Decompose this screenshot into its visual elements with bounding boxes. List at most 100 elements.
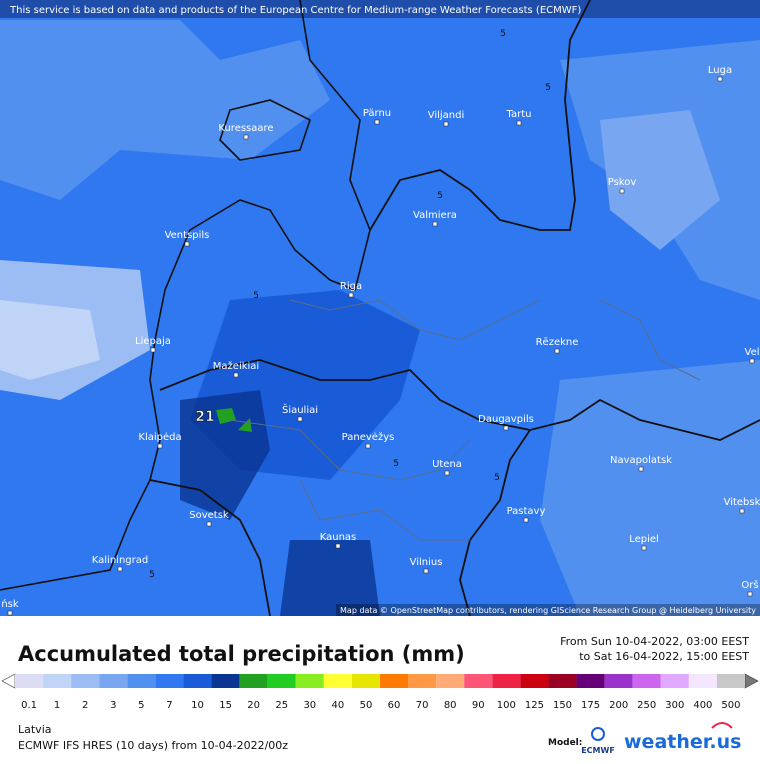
city-dot	[206, 521, 212, 527]
legend-swatch	[239, 674, 268, 688]
city-label: Daugavpils	[478, 414, 534, 425]
contour-label: 5	[545, 83, 551, 93]
legend-swatch	[183, 674, 212, 688]
city-label: Valmiera	[413, 210, 457, 221]
city-dot	[157, 443, 163, 449]
city-label: Riga	[340, 281, 362, 292]
legend-label: 20	[247, 700, 260, 711]
legend-label: 0.1	[21, 700, 37, 711]
legend-swatch	[99, 674, 128, 688]
region: Latvia	[18, 723, 52, 736]
legend-swatch	[15, 674, 44, 688]
contour-label: 5	[253, 291, 259, 301]
legend-swatch	[632, 674, 661, 688]
city-label: Utena	[432, 459, 462, 470]
legend-label: 25	[275, 700, 288, 711]
legend-swatch	[548, 674, 577, 688]
legend-swatch	[155, 674, 184, 688]
legend-swatch	[688, 674, 717, 688]
legend-swatch	[604, 674, 633, 688]
country-border	[149, 0, 760, 617]
legend-label: 70	[416, 700, 429, 711]
precip-area	[0, 300, 100, 380]
model-caption: Model:	[548, 738, 582, 748]
legend-label: 40	[332, 700, 345, 711]
city-label: Viljandi	[428, 110, 465, 121]
legend-label: 100	[497, 700, 516, 711]
contour-label: 5	[500, 29, 506, 39]
contour-label: 5	[149, 570, 155, 580]
notice: This service is based on data and produc…	[9, 5, 581, 16]
legend-swatch	[127, 674, 156, 688]
map-labels: Luga Kuressaare Pärnu Viljandi Tartu Pskov Val…	[1, 29, 760, 616]
city-label: Kuressaare	[218, 123, 273, 134]
map-attribution: Map data © OpenStreetMap contributors, r…	[340, 606, 756, 615]
legend-swatch	[267, 674, 296, 688]
legend-label: 2	[82, 700, 88, 711]
period-to: to Sat 16-04-2022, 15:00 EEST	[579, 650, 749, 663]
legend-label: 10	[191, 700, 204, 711]
city-dot	[243, 134, 249, 140]
legend-label: 50	[360, 700, 373, 711]
precip-area	[600, 110, 720, 250]
legend-arrow-right	[744, 673, 759, 689]
contour-label: 5	[494, 473, 500, 483]
city-dot	[443, 121, 449, 127]
legend-swatch	[71, 674, 100, 688]
legend-swatch	[576, 674, 605, 688]
city-label: Klaipėda	[138, 432, 181, 443]
city-label: Panevėžys	[342, 431, 395, 443]
legend-swatch	[716, 674, 745, 688]
city-dot	[184, 241, 190, 247]
city-label: Luga	[708, 65, 732, 76]
city-label: Rēzekne	[536, 337, 579, 348]
contour-label: 5	[393, 459, 399, 469]
legend-label: 300	[665, 700, 684, 711]
precip-area	[540, 360, 760, 616]
brand-icon	[711, 722, 733, 729]
legend-swatch	[492, 674, 521, 688]
ecmwf-icon	[591, 727, 605, 741]
city-label: Pärnu	[363, 108, 391, 119]
city-label: Vilnius	[410, 557, 443, 568]
city-label: Liepaja	[135, 336, 171, 347]
city-dot	[739, 508, 745, 514]
legend-label: 250	[637, 700, 656, 711]
city-dot	[233, 372, 239, 378]
city-label: ńsk	[1, 598, 19, 610]
legend-swatch	[295, 674, 324, 688]
city-label: Šiauliai	[282, 403, 318, 416]
legend-arrow-left	[1, 673, 16, 689]
contour-label: 5	[437, 191, 443, 201]
city-dot	[348, 292, 354, 298]
city-label: Vitebsk	[724, 497, 760, 508]
legend-label: 400	[693, 700, 712, 711]
city-label: Lepiel	[629, 534, 659, 545]
precip-area	[0, 20, 330, 200]
city-dot	[638, 466, 644, 472]
legend-label: 7	[166, 700, 172, 711]
legend-swatch	[436, 674, 465, 688]
city-dot	[150, 347, 156, 353]
city-label: Pastavy	[507, 506, 546, 517]
max-label: 21	[195, 409, 214, 425]
city-label: Navapolatsk	[610, 455, 672, 466]
city-dot	[365, 443, 371, 449]
city-label: Tartu	[506, 109, 532, 120]
city-dot	[117, 566, 123, 572]
legend-swatch	[351, 674, 380, 688]
city-label: Mažeikiai	[213, 360, 259, 372]
legend-label: 3	[110, 700, 116, 711]
city-dot	[523, 517, 529, 523]
model-run: ECMWF IFS HRES (10 days) from 10-04-2022…	[18, 739, 288, 752]
city-dot	[747, 591, 753, 597]
legend-label: 90	[472, 700, 485, 711]
city-label: Pskov	[608, 177, 637, 188]
legend-swatch	[464, 674, 493, 688]
city-dot	[335, 543, 341, 549]
ecmwf-logo: ECMWF	[581, 746, 615, 755]
city-dot	[444, 470, 450, 476]
legend-swatch	[43, 674, 72, 688]
city-dot	[749, 358, 755, 364]
